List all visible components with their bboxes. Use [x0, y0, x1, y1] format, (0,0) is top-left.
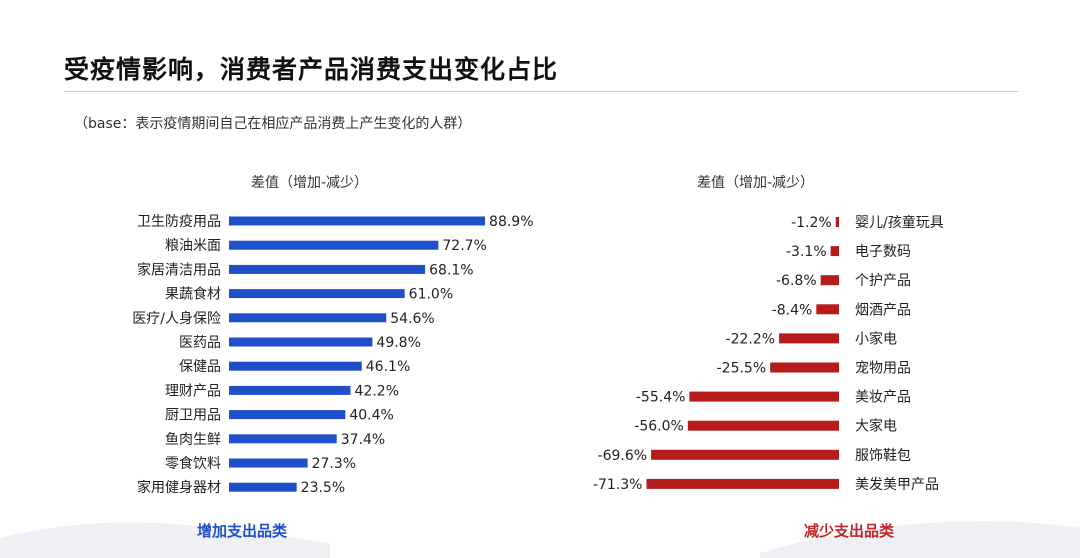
increase-value-label: 49.8% [376, 335, 420, 351]
decrease-value-label: -22.2% [726, 331, 776, 347]
increase-category-tick: 保健品 [179, 359, 221, 375]
decrease-category-tick: 婴儿/孩童玩具 [855, 214, 944, 231]
decrease-value-label: -6.8% [776, 273, 817, 289]
decrease-bar [689, 391, 839, 402]
decrease-category-tick: 大家电 [855, 418, 897, 435]
base-note: （base：表示疫情期间自己在相应产品消费上产生变化的人群） [74, 116, 472, 132]
decrease-bar [830, 246, 839, 257]
increase-bar [229, 385, 351, 395]
increase-category-tick: 鱼肉生鲜 [165, 431, 221, 448]
decrease-category-tick: 美发美甲产品 [855, 477, 939, 493]
increase-category-label: 增加支出品类 [197, 522, 288, 540]
increase-value-label: 46.1% [366, 359, 410, 375]
decrease-value-label: -71.3% [593, 477, 643, 493]
increase-bar [229, 410, 346, 420]
decrease-category-tick: 美妆产品 [855, 390, 911, 406]
page-title: 受疫情影响，消费者产品消费支出变化占比 [64, 55, 559, 84]
decrease-category-tick: 电子数码 [855, 244, 911, 260]
decrease-bar [779, 333, 839, 344]
increase-bar [229, 361, 362, 371]
decrease-bar [687, 420, 839, 431]
increase-value-label: 61.0% [409, 287, 453, 303]
right-chart-subtitle: 差值（增加-减少） [697, 175, 815, 191]
decrease-value-label: -55.4% [636, 390, 686, 406]
decrease-category-label: 减少支出品类 [804, 522, 895, 540]
decrease-bar [770, 362, 839, 373]
increase-category-tick: 粮油米面 [165, 238, 221, 254]
increase-bar [229, 313, 387, 323]
left-chart-subtitle: 差值（增加-减少） [251, 175, 369, 191]
increase-category-tick: 医药品 [179, 335, 221, 351]
increase-category-tick: 理财产品 [165, 383, 221, 399]
increase-value-label: 42.2% [355, 383, 399, 399]
increase-value-label: 23.5% [301, 480, 345, 496]
decrease-value-label: -3.1% [786, 244, 827, 260]
increase-bar [229, 434, 337, 444]
increase-category-tick: 果蔬食材 [165, 286, 221, 303]
decrease-bar [820, 275, 839, 286]
increase-category-tick: 家居清洁用品 [137, 261, 221, 278]
increase-category-tick: 卫生防疫用品 [137, 214, 221, 230]
increase-category-tick: 家用健身器材 [137, 479, 221, 496]
increase-bar [229, 289, 405, 299]
decrease-value-label: -25.5% [717, 361, 767, 377]
increase-value-label: 27.3% [312, 456, 356, 472]
increase-value-label: 40.4% [349, 408, 393, 424]
decrease-category-tick: 小家电 [855, 330, 897, 347]
increase-bar [229, 482, 297, 492]
decrease-value-label: -1.2% [791, 215, 832, 231]
increase-category-tick: 医疗/人身保险 [132, 311, 221, 327]
increase-bar [229, 264, 426, 274]
decrease-bar [816, 304, 839, 315]
increase-value-label: 72.7% [442, 238, 486, 254]
increase-value-label: 88.9% [489, 214, 533, 230]
decrease-bar [646, 478, 839, 489]
decrease-category-tick: 个护产品 [855, 273, 911, 289]
decrease-value-label: -8.4% [772, 302, 813, 318]
increase-bar [229, 458, 308, 468]
increase-value-label: 68.1% [429, 262, 473, 278]
decrease-value-label: -69.6% [598, 448, 648, 464]
decrease-category-tick: 服饰鞋包 [855, 448, 911, 464]
increase-bar [229, 216, 486, 226]
increase-category-tick: 零食饮料 [165, 455, 221, 472]
increase-category-tick: 厨卫用品 [165, 408, 221, 424]
increase-value-label: 37.4% [341, 432, 385, 448]
increase-bar [229, 240, 439, 250]
decrease-bar [835, 217, 839, 227]
increase-value-label: 54.6% [390, 311, 434, 327]
decrease-bar [651, 449, 839, 460]
title-divider [64, 91, 1018, 92]
decrease-category-tick: 宠物用品 [855, 361, 911, 377]
decrease-value-label: -56.0% [634, 419, 684, 435]
increase-bar [229, 337, 373, 347]
decrease-category-tick: 烟酒产品 [855, 302, 911, 318]
